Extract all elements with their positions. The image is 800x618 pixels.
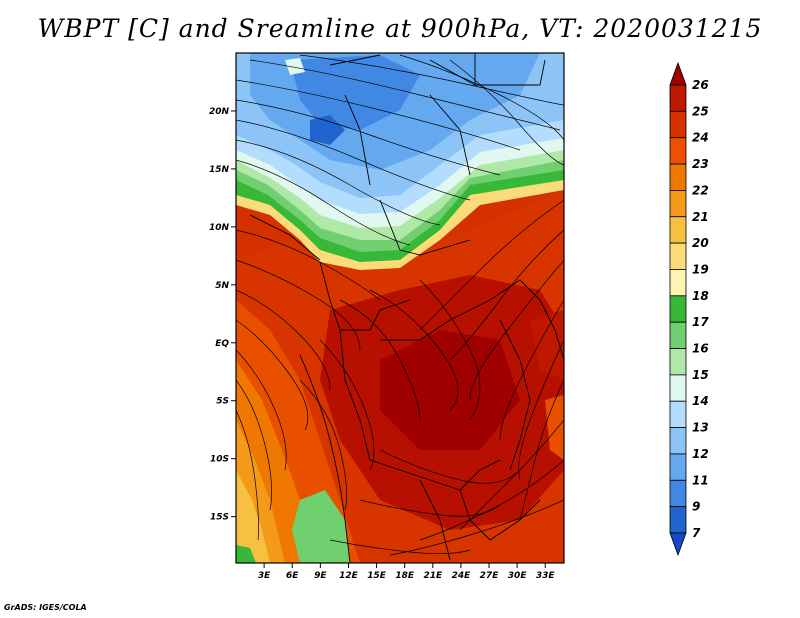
colorbar-swatch (669, 374, 687, 402)
colorbar: 26 25 24 23 22 21 20 19 18 17 16 15 14 13 12 11 9 7 (669, 61, 709, 557)
lat-tick-label: EQ (215, 339, 229, 349)
colorbar-swatch (669, 400, 687, 428)
lat-tick-label: 10N (209, 223, 230, 233)
lat-tick-label: 20N (209, 107, 230, 117)
longitude-axis: 3E 6E 9E 12E 15E 18E 21E 24E 27E 30E 33E (258, 563, 556, 581)
colorbar-label: 26 (692, 78, 709, 92)
lon-tick-label: 21E (423, 571, 443, 581)
chart-title: WBPT [C] and Sreamline at 900hPa, VT: 20… (37, 14, 763, 43)
grads-credit: GrADS: IGES/COLA (4, 603, 87, 612)
lon-tick-label: 27E (480, 571, 500, 581)
colorbar-label: 25 (692, 104, 709, 118)
colorbar-label: 18 (692, 289, 709, 303)
lon-tick-label: 3E (258, 571, 271, 581)
lon-tick-label: 33E (536, 571, 556, 581)
lat-tick-label: 5N (215, 281, 229, 291)
colorbar-label: 23 (692, 157, 709, 171)
country-borders (249, 53, 564, 563)
colorbar-swatch (669, 506, 687, 534)
colorbar-label: 13 (692, 421, 709, 435)
colorbar-label: 12 (692, 447, 709, 461)
colorbar-swatch (669, 269, 687, 297)
colorbar-lower-arrow (669, 532, 687, 557)
colorbar-label: 19 (692, 262, 709, 276)
colorbar-swatch (669, 295, 687, 323)
colorbar-swatch (669, 137, 687, 165)
colorbar-label: 21 (692, 210, 709, 224)
colorbar-swatch (669, 321, 687, 349)
colorbar-label: 14 (692, 394, 709, 408)
lat-tick-label: 15S (210, 513, 229, 523)
colorbar-swatch (669, 453, 687, 481)
colorbar-label: 24 (692, 131, 709, 145)
colorbar-swatch (669, 163, 687, 191)
colorbar-swatch (669, 479, 687, 508)
colorbar-swatch (669, 216, 687, 244)
colorbar-label: 15 (692, 368, 709, 382)
colorbar-swatch (669, 110, 687, 139)
map-frame (235, 52, 565, 564)
colorbar-label: 7 (692, 526, 701, 540)
colorbar-label: 20 (692, 236, 709, 250)
lon-tick-label: 12E (339, 571, 359, 581)
colorbar-swatch (669, 427, 687, 455)
lat-tick-label: 5S (216, 397, 229, 407)
lon-tick-label: 18E (395, 571, 415, 581)
lat-tick-label: 15N (209, 165, 230, 175)
colorbar-label: 16 (692, 342, 709, 356)
colorbar-label: 9 (692, 500, 700, 514)
latitude-axis: 20N 15N 10N 5N EQ 5S 10S 15S (209, 107, 236, 523)
lon-tick-label: 6E (286, 571, 299, 581)
colorbar-swatch (669, 348, 687, 376)
lon-tick-label: 30E (508, 571, 528, 581)
colorbar-label: 22 (692, 183, 709, 197)
lon-tick-label: 9E (314, 571, 327, 581)
colorbar-swatch (669, 84, 687, 112)
colorbar-label: 11 (692, 473, 709, 487)
streamlines (236, 54, 564, 556)
wbpt-field (236, 53, 564, 563)
colorbar-swatch (669, 242, 687, 270)
colorbar-label: 17 (692, 315, 709, 329)
lat-tick-label: 10S (210, 455, 229, 465)
colorbar-upper-arrow (669, 61, 687, 86)
lon-tick-label: 15E (367, 571, 387, 581)
colorbar-swatch (669, 190, 687, 218)
lon-tick-label: 24E (452, 571, 472, 581)
